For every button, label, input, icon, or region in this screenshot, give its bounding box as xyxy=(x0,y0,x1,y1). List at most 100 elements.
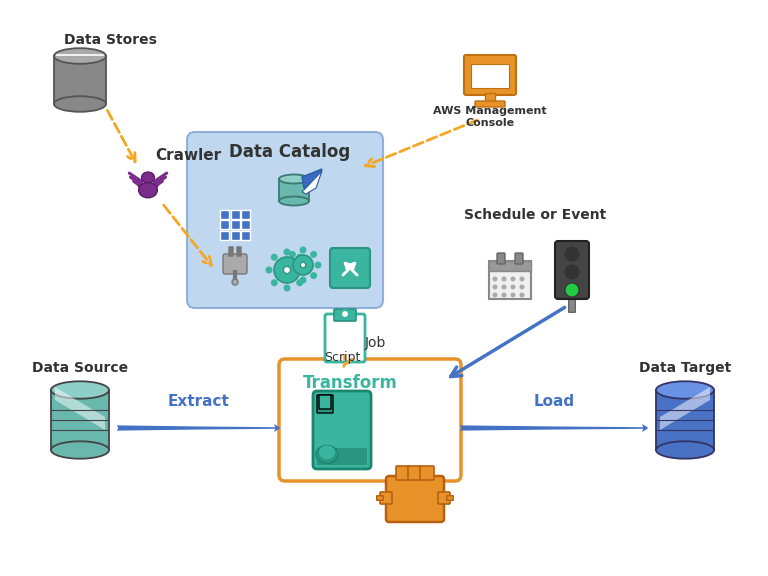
FancyBboxPatch shape xyxy=(515,253,523,264)
Ellipse shape xyxy=(266,267,273,274)
FancyBboxPatch shape xyxy=(568,295,575,312)
FancyBboxPatch shape xyxy=(230,210,240,219)
FancyBboxPatch shape xyxy=(279,179,309,201)
Ellipse shape xyxy=(656,441,714,458)
Ellipse shape xyxy=(511,276,515,282)
Ellipse shape xyxy=(492,293,498,297)
FancyBboxPatch shape xyxy=(319,395,331,409)
Ellipse shape xyxy=(310,251,317,258)
FancyBboxPatch shape xyxy=(241,220,250,229)
FancyBboxPatch shape xyxy=(408,466,422,480)
FancyBboxPatch shape xyxy=(51,390,109,450)
Ellipse shape xyxy=(283,267,290,274)
FancyBboxPatch shape xyxy=(489,261,531,299)
FancyBboxPatch shape xyxy=(475,101,505,107)
FancyBboxPatch shape xyxy=(330,248,370,288)
Ellipse shape xyxy=(502,285,507,290)
Text: Data Catalog: Data Catalog xyxy=(230,143,351,161)
FancyBboxPatch shape xyxy=(317,395,333,413)
Ellipse shape xyxy=(279,196,309,206)
FancyBboxPatch shape xyxy=(386,476,444,522)
FancyBboxPatch shape xyxy=(241,231,250,240)
Ellipse shape xyxy=(300,262,306,268)
Ellipse shape xyxy=(279,175,309,184)
Ellipse shape xyxy=(139,183,157,198)
Ellipse shape xyxy=(271,279,278,286)
FancyBboxPatch shape xyxy=(420,466,434,480)
Ellipse shape xyxy=(300,247,306,253)
Ellipse shape xyxy=(274,257,300,283)
Ellipse shape xyxy=(54,48,106,64)
FancyBboxPatch shape xyxy=(497,253,505,264)
Ellipse shape xyxy=(302,267,309,274)
Text: AWS Management
Console: AWS Management Console xyxy=(433,106,547,128)
Ellipse shape xyxy=(492,285,498,290)
FancyBboxPatch shape xyxy=(187,132,383,308)
Ellipse shape xyxy=(293,255,313,275)
FancyBboxPatch shape xyxy=(489,261,531,271)
Ellipse shape xyxy=(232,279,238,285)
Polygon shape xyxy=(302,171,322,194)
Ellipse shape xyxy=(519,285,525,290)
Ellipse shape xyxy=(565,247,579,261)
Ellipse shape xyxy=(341,310,349,318)
Polygon shape xyxy=(55,387,105,430)
FancyBboxPatch shape xyxy=(220,220,229,229)
FancyBboxPatch shape xyxy=(555,241,589,299)
FancyBboxPatch shape xyxy=(220,231,229,240)
Text: Transform: Transform xyxy=(303,374,397,392)
Text: Crawler: Crawler xyxy=(155,147,221,162)
Ellipse shape xyxy=(511,285,515,290)
Ellipse shape xyxy=(502,276,507,282)
FancyBboxPatch shape xyxy=(334,309,356,321)
Ellipse shape xyxy=(656,381,714,399)
Ellipse shape xyxy=(296,279,303,286)
Ellipse shape xyxy=(511,293,515,297)
Polygon shape xyxy=(302,169,322,188)
FancyBboxPatch shape xyxy=(464,55,516,95)
FancyBboxPatch shape xyxy=(313,391,371,469)
Ellipse shape xyxy=(51,381,109,399)
FancyBboxPatch shape xyxy=(220,210,229,219)
Ellipse shape xyxy=(315,262,322,268)
FancyBboxPatch shape xyxy=(229,247,233,256)
FancyBboxPatch shape xyxy=(438,492,450,504)
Ellipse shape xyxy=(316,445,338,464)
FancyBboxPatch shape xyxy=(54,56,106,104)
Ellipse shape xyxy=(300,276,306,283)
Text: Load: Load xyxy=(534,395,574,410)
Ellipse shape xyxy=(319,445,335,460)
Ellipse shape xyxy=(283,285,290,291)
FancyBboxPatch shape xyxy=(279,359,461,481)
FancyBboxPatch shape xyxy=(447,496,453,501)
Ellipse shape xyxy=(492,276,498,282)
Ellipse shape xyxy=(519,293,525,297)
Ellipse shape xyxy=(565,283,579,297)
Ellipse shape xyxy=(51,441,109,458)
FancyBboxPatch shape xyxy=(241,210,250,219)
FancyBboxPatch shape xyxy=(656,390,714,450)
Ellipse shape xyxy=(141,172,154,183)
Text: Job: Job xyxy=(364,336,386,350)
Text: Data Source: Data Source xyxy=(32,361,128,375)
Text: Extract: Extract xyxy=(167,395,230,410)
Ellipse shape xyxy=(565,265,579,279)
FancyBboxPatch shape xyxy=(317,448,367,465)
FancyBboxPatch shape xyxy=(230,220,240,229)
FancyBboxPatch shape xyxy=(380,492,392,504)
Ellipse shape xyxy=(284,262,292,268)
FancyBboxPatch shape xyxy=(376,496,383,501)
FancyBboxPatch shape xyxy=(396,466,410,480)
Ellipse shape xyxy=(519,276,525,282)
FancyBboxPatch shape xyxy=(485,93,495,103)
Text: Schedule or Event: Schedule or Event xyxy=(464,208,606,222)
Ellipse shape xyxy=(289,251,296,258)
Ellipse shape xyxy=(54,96,106,112)
Ellipse shape xyxy=(289,272,296,279)
Polygon shape xyxy=(660,387,710,430)
Text: Data Target: Data Target xyxy=(639,361,731,375)
Ellipse shape xyxy=(283,248,290,256)
FancyBboxPatch shape xyxy=(237,247,241,256)
FancyBboxPatch shape xyxy=(230,231,240,240)
Ellipse shape xyxy=(296,254,303,261)
